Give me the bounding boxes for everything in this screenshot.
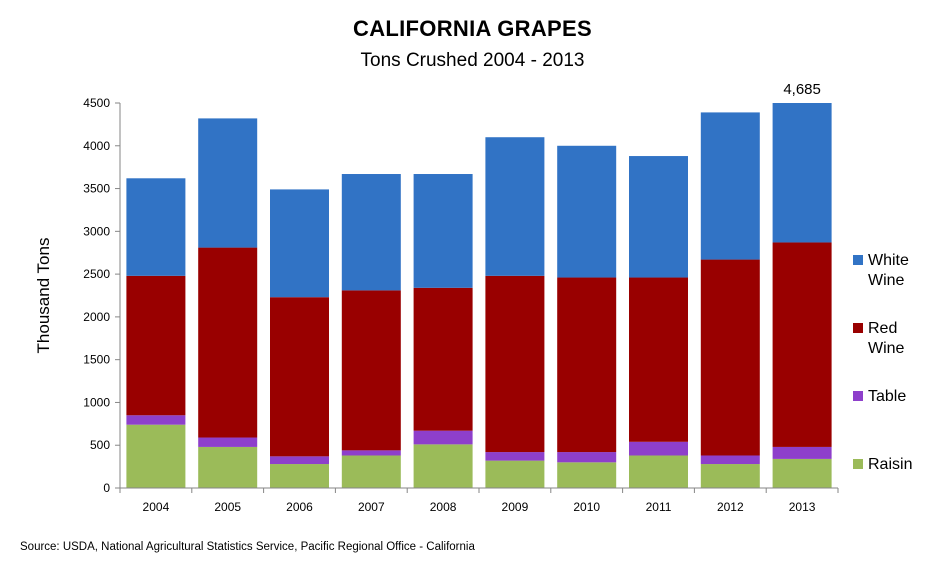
bar-white-wine-2012 (700, 112, 760, 260)
bar-table-2006 (270, 456, 329, 465)
bar-raisin-2010 (557, 462, 617, 488)
legend-label-line: Table (868, 388, 906, 405)
legend-label-line: Red (868, 320, 897, 337)
y-tick-label: 1500 (83, 353, 110, 367)
legend-label-red-wine: Red Wine (868, 320, 905, 357)
legend-label-line: Raisin (868, 456, 912, 473)
bar-white-wine-2009 (485, 137, 545, 276)
y-axis-label: Thousand Tons (34, 238, 53, 354)
x-tick-label: 2004 (143, 500, 170, 514)
y-tick-label: 1000 (83, 395, 110, 409)
legend-label-raisin: Raisin (868, 456, 912, 473)
bar-raisin-2009 (485, 460, 545, 488)
bar-raisin-2008 (413, 444, 473, 488)
x-tick-label: 2013 (789, 500, 816, 514)
source-note: Source: USDA, National Agricultural Stat… (20, 541, 475, 553)
x-tick-label: 2009 (502, 500, 529, 514)
x-tick-label: 2008 (430, 500, 457, 514)
bar-white-wine-2004 (126, 178, 186, 276)
bar-raisin-2013 (772, 458, 832, 488)
bar-raisin-2004 (126, 424, 186, 488)
bar-raisin-2011 (629, 455, 688, 488)
legend-swatch-table (853, 391, 863, 401)
legend-swatch-white-wine (853, 255, 863, 265)
bar-white-wine-2005 (198, 118, 258, 248)
bar-raisin-2007 (341, 455, 401, 488)
x-tick-label: 2010 (573, 500, 600, 514)
x-tick-label: 2006 (286, 500, 313, 514)
chart-title: CALIFORNIA GRAPES (353, 16, 592, 41)
bar-red-wine-2008 (413, 287, 473, 431)
bar-red-wine-2013 (772, 242, 832, 447)
bar-red-wine-2007 (341, 290, 401, 451)
legend-label-table: Table (868, 388, 906, 405)
bar-red-wine-2005 (198, 247, 258, 438)
legend-label-white-wine: White Wine (868, 252, 909, 289)
bar-red-wine-2011 (629, 277, 688, 442)
bar-raisin-2006 (270, 464, 329, 488)
x-tick-label: 2007 (358, 500, 385, 514)
bar-table-2008 (413, 430, 473, 445)
bar-red-wine-2010 (557, 277, 617, 453)
legend-label-line: Wine (868, 340, 905, 357)
x-tick-label: 2005 (214, 500, 241, 514)
bar-table-2012 (700, 455, 760, 465)
y-tick-label: 3500 (83, 182, 110, 196)
y-tick-label: 3000 (83, 224, 110, 238)
bar-table-2004 (126, 415, 186, 425)
chart-subtitle: Tons Crushed 2004 - 2013 (360, 50, 585, 71)
bar-table-2005 (198, 437, 258, 447)
bar-table-2013 (772, 446, 832, 459)
total-data-label: 4,685 (783, 81, 821, 98)
y-tick-label: 4500 (83, 96, 110, 110)
bar-table-2010 (557, 452, 617, 463)
y-tick-label: 500 (90, 438, 110, 452)
y-tick-label: 2000 (83, 310, 110, 324)
bar-white-wine-2013 (772, 103, 832, 243)
legend-label-line: Wine (868, 272, 905, 289)
legend-label-line: White (868, 252, 909, 269)
bar-white-wine-2007 (341, 174, 401, 291)
bar-raisin-2012 (700, 464, 760, 488)
x-tick-label: 2011 (646, 500, 672, 514)
bar-white-wine-2008 (413, 174, 473, 288)
bar-red-wine-2009 (485, 275, 545, 453)
bar-raisin-2005 (198, 446, 258, 488)
bar-red-wine-2004 (126, 275, 186, 416)
bar-table-2011 (629, 441, 688, 456)
x-tick-label: 2012 (717, 500, 744, 514)
y-tick-label: 2500 (83, 267, 110, 281)
bar-white-wine-2006 (270, 189, 329, 298)
bar-table-2009 (485, 452, 545, 461)
legend-swatch-red-wine (853, 323, 863, 333)
bar-red-wine-2006 (270, 297, 329, 457)
y-tick-label: 0 (103, 481, 110, 495)
bar-white-wine-2010 (557, 145, 617, 278)
legend-swatch-raisin (853, 459, 863, 469)
bar-table-2007 (341, 450, 401, 456)
y-tick-label: 4000 (83, 139, 110, 153)
bar-white-wine-2011 (629, 156, 688, 278)
bar-red-wine-2012 (700, 259, 760, 456)
